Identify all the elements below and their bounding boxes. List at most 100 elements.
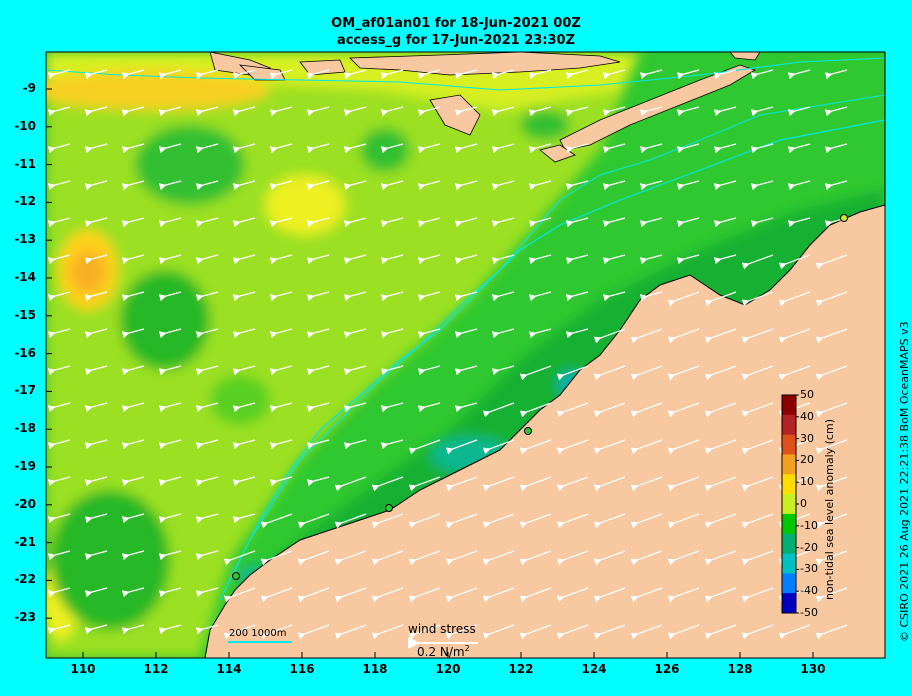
wind-arrow bbox=[84, 69, 108, 80]
wind-arrow bbox=[121, 143, 145, 154]
wind-arrow bbox=[519, 550, 552, 566]
wind-arrow bbox=[593, 328, 626, 344]
wind-arrow bbox=[491, 143, 515, 154]
latitude-label: -9 bbox=[22, 81, 36, 95]
wind-arrow bbox=[232, 513, 256, 524]
wind-arrow bbox=[343, 69, 367, 80]
wind-arrow bbox=[47, 143, 71, 154]
wind-reference-value: 0.2 N/m2 bbox=[417, 644, 470, 659]
wind-arrow bbox=[815, 587, 848, 603]
wind-arrow bbox=[713, 180, 737, 191]
australia-landmass bbox=[204, 204, 885, 658]
wind-arrow bbox=[741, 254, 774, 270]
wind-arrow bbox=[824, 180, 848, 191]
wind-arrow bbox=[195, 291, 219, 302]
wind-arrow bbox=[454, 402, 478, 413]
wind-arrow bbox=[380, 106, 404, 117]
wind-arrow bbox=[565, 180, 589, 191]
colorbar bbox=[781, 394, 799, 614]
wind-arrow bbox=[343, 143, 367, 154]
wind-arrow bbox=[47, 402, 71, 413]
wind-arrow bbox=[380, 365, 404, 376]
wind-arrow bbox=[778, 624, 811, 640]
wind-arrow bbox=[639, 254, 663, 265]
wind-arrow bbox=[667, 587, 700, 603]
wind-arrow bbox=[602, 217, 626, 228]
wind-arrow bbox=[630, 550, 663, 566]
latitude-label: -17 bbox=[14, 383, 36, 398]
wind-arrow bbox=[371, 624, 404, 640]
wind-arrow bbox=[371, 513, 404, 529]
wind-arrow bbox=[824, 143, 848, 154]
wind-arrow bbox=[269, 217, 293, 228]
wind-arrow bbox=[84, 254, 108, 265]
wind-arrow bbox=[491, 254, 515, 265]
wind-arrow bbox=[491, 180, 515, 191]
wind-arrow bbox=[232, 254, 256, 265]
latitude-label: -12 bbox=[14, 194, 36, 209]
wind-arrow bbox=[482, 513, 515, 529]
wind-arrow bbox=[158, 254, 182, 265]
latitude-label: -23 bbox=[14, 610, 36, 625]
wind-arrow bbox=[704, 550, 737, 566]
wind-arrow bbox=[454, 106, 478, 117]
wind-arrow bbox=[667, 365, 700, 381]
island bbox=[299, 59, 346, 76]
wind-arrow bbox=[195, 217, 219, 228]
wind-arrow bbox=[565, 328, 589, 339]
wind-arrow bbox=[47, 550, 71, 561]
wind-arrow bbox=[47, 291, 71, 302]
wind-arrow bbox=[269, 69, 293, 80]
wind-arrow bbox=[84, 587, 108, 598]
wind-arrow bbox=[121, 550, 145, 561]
wind-arrow bbox=[593, 624, 626, 640]
wind-arrow bbox=[343, 439, 367, 450]
colorbar-segment bbox=[782, 395, 796, 416]
wind-arrow bbox=[787, 69, 811, 80]
wind-arrow bbox=[704, 513, 737, 529]
wind-arrow bbox=[454, 328, 478, 339]
wind-arrow bbox=[306, 254, 330, 265]
wind-arrow bbox=[417, 254, 441, 265]
wind-arrow bbox=[556, 587, 589, 603]
colorbar-segment bbox=[782, 414, 796, 436]
wind-arrow bbox=[47, 365, 71, 376]
latitude-label: -14 bbox=[14, 270, 36, 284]
wind-arrow bbox=[223, 624, 256, 640]
wind-arrow bbox=[121, 439, 145, 450]
wind-arrow bbox=[121, 69, 145, 80]
wind-arrow bbox=[667, 439, 700, 455]
wind-arrow bbox=[565, 291, 589, 302]
wind-arrow bbox=[565, 106, 589, 117]
latitude-label: -15 bbox=[14, 307, 36, 322]
wind-arrow bbox=[195, 69, 219, 80]
station-marker bbox=[385, 504, 393, 512]
wind-arrow bbox=[454, 365, 478, 376]
wind-arrow bbox=[223, 587, 256, 603]
wind-arrow bbox=[195, 550, 219, 561]
wind-arrow bbox=[380, 143, 404, 154]
wind-arrow bbox=[750, 217, 774, 228]
wind-arrow bbox=[232, 402, 256, 413]
wind-arrow bbox=[639, 217, 663, 228]
wind-arrow bbox=[343, 254, 367, 265]
latitude-label: -22 bbox=[14, 572, 36, 587]
wind-arrow bbox=[158, 402, 182, 413]
wind-arrow bbox=[630, 587, 663, 603]
wind-arrow bbox=[815, 550, 848, 566]
latitude-label: -18 bbox=[14, 421, 36, 436]
wind-arrow bbox=[306, 291, 330, 302]
wind-arrow bbox=[778, 365, 811, 381]
wind-arrow bbox=[334, 624, 367, 640]
wind-arrow bbox=[158, 439, 182, 450]
wind-arrow bbox=[417, 180, 441, 191]
wind-arrow bbox=[630, 624, 663, 640]
wind-arrow bbox=[380, 439, 404, 450]
wind-arrow bbox=[408, 624, 441, 640]
wind-arrow bbox=[158, 587, 182, 598]
wind-arrow bbox=[519, 587, 552, 603]
wind-arrow bbox=[556, 402, 589, 418]
credit-text: © CSIRO 2021 26 Aug 2021 22:21:38 BoM Oc… bbox=[898, 321, 911, 642]
wind-arrow bbox=[343, 106, 367, 117]
